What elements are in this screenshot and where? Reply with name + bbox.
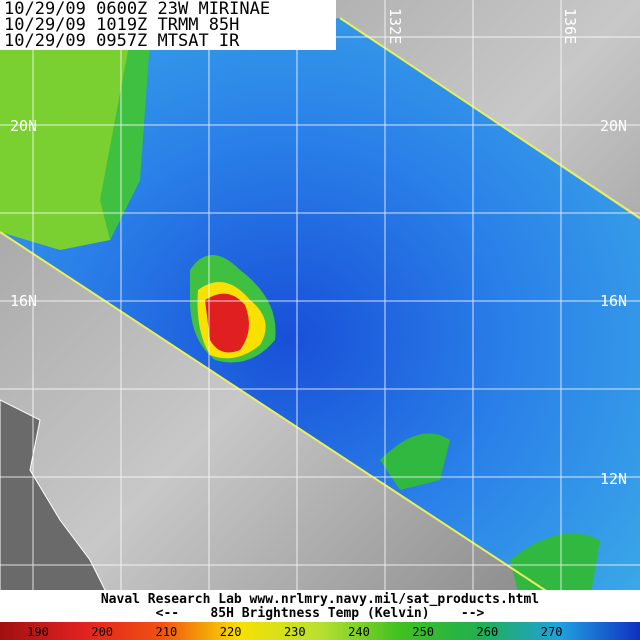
warm-edge: [100, 40, 150, 240]
colorbar-label: 250: [412, 625, 434, 639]
lon-label: 132E: [386, 8, 404, 44]
colorbar-label: 200: [91, 625, 113, 639]
lat-label: 16N: [10, 292, 37, 310]
lon-label: 136E: [561, 8, 579, 44]
warm-patch: [380, 433, 450, 490]
header-line: 10/29/09 0957Z MTSAT IR: [4, 31, 240, 51]
header-line: 10/29/09 0600Z 23W MIRINAE: [4, 0, 270, 19]
lat-label: 20N: [600, 117, 627, 135]
credit: Naval Research Lab www.nrlmry.navy.mil/s…: [101, 592, 539, 607]
lat-label: 20N: [10, 117, 37, 135]
header-line: 10/29/09 1019Z TRMM 85H: [4, 15, 239, 35]
colorbar-label: 270: [541, 625, 563, 639]
legend-title: <-- 85H Brightness Temp (Kelvin) -->: [156, 606, 485, 621]
colorbar-label: 240: [348, 625, 370, 639]
footer-box: [0, 590, 640, 622]
swath-edge: [0, 231, 561, 601]
swath-edge: [339, 17, 640, 219]
header-box: [0, 0, 336, 50]
colorbar-label: 230: [284, 625, 306, 639]
lat-label: 16N: [600, 292, 627, 310]
swath: [0, 18, 640, 600]
colorbar-label: 190: [27, 625, 49, 639]
warm-region: [0, 18, 340, 250]
lat-label: 12N: [600, 470, 627, 488]
storm-core: [205, 293, 249, 353]
colorbar-label: 220: [220, 625, 242, 639]
colorbar: [0, 622, 640, 640]
colorbar-label: 260: [477, 625, 499, 639]
colorbar-label: 210: [156, 625, 178, 639]
warm-patch: [510, 533, 600, 600]
